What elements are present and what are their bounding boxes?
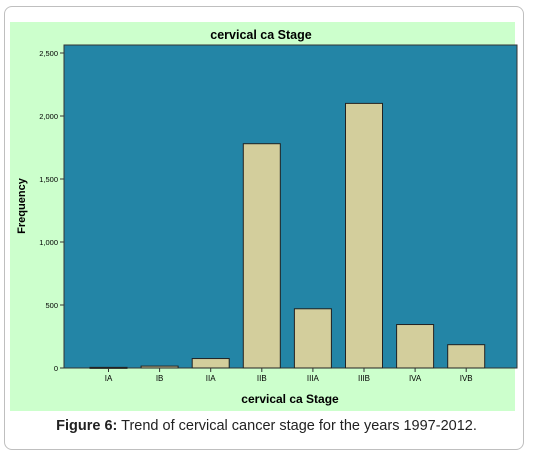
y-tick-label: 2,500: [39, 49, 58, 58]
caption-label: Figure 6:: [56, 418, 118, 434]
chart-title: cervical ca Stage: [210, 28, 312, 42]
y-tick-label: 1,500: [39, 175, 58, 184]
x-tick-label: IIIA: [307, 374, 320, 383]
y-axis: 0 500 1,000 1,500 2,000 2,500: [39, 49, 64, 373]
y-axis-label: Frequency: [16, 177, 28, 234]
x-tick-label: IVB: [460, 374, 473, 383]
bar: [191, 358, 230, 369]
figure-caption: Figure 6: Trend of cervical cancer stage…: [0, 418, 533, 434]
bar: [396, 324, 435, 369]
x-tick-label: IB: [156, 374, 164, 383]
bars-group: [89, 102, 486, 369]
x-axis-label: cervical ca Stage: [241, 392, 339, 406]
plot-area: [63, 44, 518, 369]
caption-text: Trend of cervical cancer stage for the y…: [117, 418, 477, 434]
bar: [293, 308, 332, 369]
bar: [242, 143, 281, 369]
x-tick-label: IIA: [206, 374, 216, 383]
bar: [140, 365, 179, 369]
x-axis: IA IB IIA IIB IIIA IIIB IVA IVB: [105, 368, 473, 383]
x-tick-label: IVA: [409, 374, 422, 383]
y-tick-label: 2,000: [39, 112, 58, 121]
x-tick-label: IIIB: [358, 374, 370, 383]
x-tick-label: IA: [105, 374, 113, 383]
y-tick-label: 500: [45, 301, 58, 310]
y-tick-label: 1,000: [39, 238, 58, 247]
bar: [447, 344, 486, 369]
bar: [345, 102, 383, 369]
x-tick-label: IIB: [257, 374, 267, 383]
y-tick-label: 0: [54, 364, 58, 373]
